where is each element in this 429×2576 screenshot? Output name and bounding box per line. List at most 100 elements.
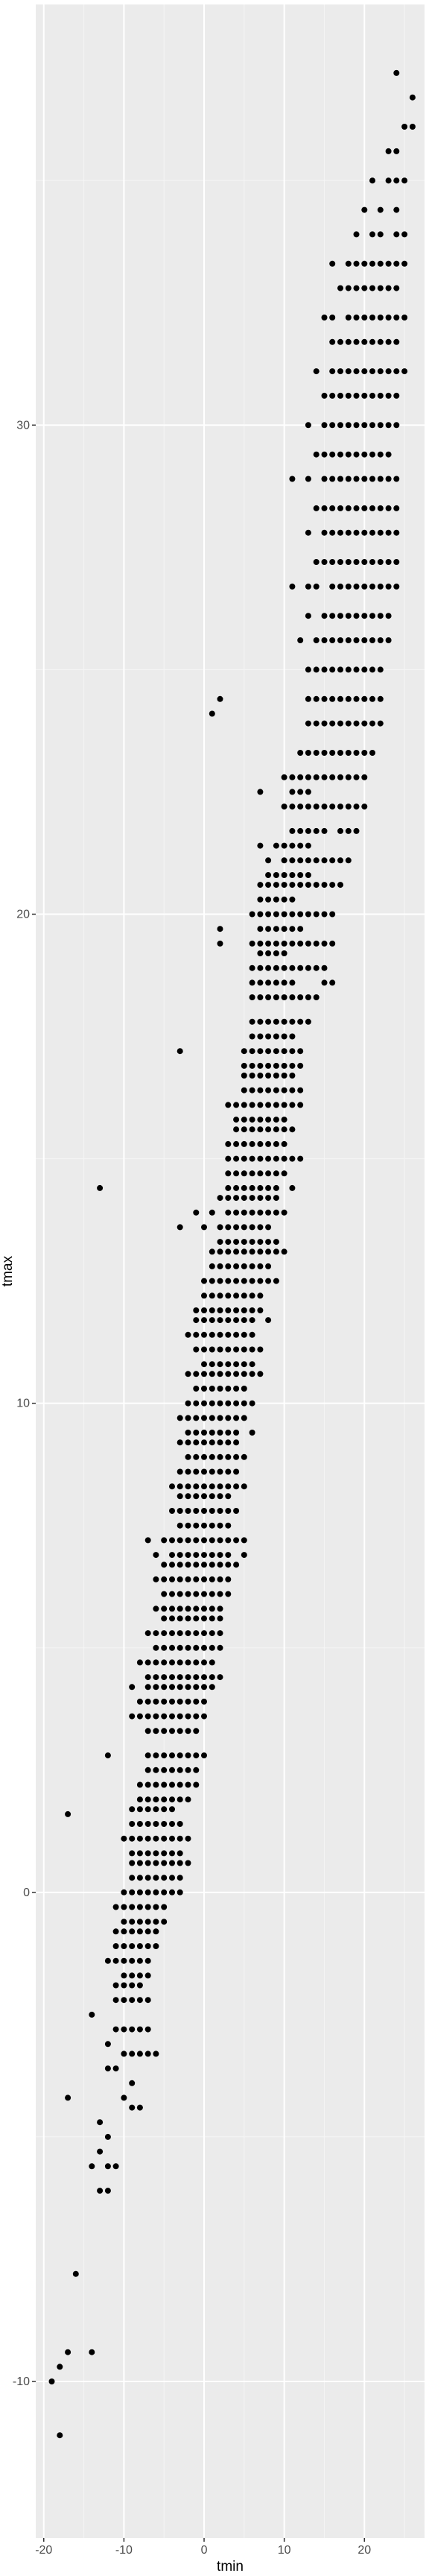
data-point [273, 896, 279, 903]
data-point [281, 774, 287, 780]
data-point [289, 1126, 296, 1133]
data-point [345, 774, 352, 780]
data-point [353, 774, 360, 780]
data-point [201, 1493, 207, 1500]
data-point [129, 1684, 136, 1690]
data-point [209, 1576, 215, 1582]
data-point [201, 1684, 207, 1690]
data-point [265, 1087, 272, 1093]
data-point [321, 979, 328, 986]
data-point [297, 842, 304, 849]
data-point [185, 1752, 191, 1759]
data-point [289, 857, 296, 864]
data-point [377, 422, 384, 429]
data-point [241, 1170, 247, 1177]
data-point [265, 1209, 272, 1216]
data-point [185, 1767, 191, 1773]
data-point [393, 392, 400, 399]
data-point [337, 750, 343, 756]
data-point [361, 637, 368, 643]
data-point [273, 965, 279, 971]
data-point [257, 1087, 264, 1093]
data-point [273, 872, 279, 878]
data-point [193, 1684, 200, 1690]
data-point [393, 231, 400, 238]
data-point [129, 2080, 136, 2086]
data-point [97, 1184, 104, 1191]
data-point [104, 2065, 111, 2072]
y-axis-title: tmax [0, 1255, 16, 1287]
data-point [297, 940, 304, 947]
data-point [369, 559, 375, 565]
data-point [305, 789, 311, 795]
data-point [329, 940, 336, 947]
data-point [393, 476, 400, 482]
data-point [249, 1117, 255, 1123]
data-point [233, 1483, 240, 1490]
data-point [385, 177, 392, 184]
data-point [217, 1453, 223, 1460]
data-point [129, 1860, 136, 1866]
data-point [313, 720, 320, 727]
data-point [369, 666, 375, 673]
data-point [377, 231, 384, 238]
data-point [104, 1957, 111, 1964]
data-point [193, 1346, 200, 1353]
data-point [161, 1606, 168, 1612]
data-point [144, 1781, 151, 1788]
data-point [169, 1781, 175, 1788]
data-point [201, 1591, 207, 1597]
data-point [337, 285, 343, 291]
data-point [249, 1062, 255, 1069]
data-point [201, 1439, 207, 1446]
data-point [345, 338, 352, 345]
data-point [265, 1195, 272, 1202]
data-point [241, 1195, 247, 1202]
data-point [233, 1317, 240, 1324]
data-point [273, 1126, 279, 1133]
data-point [169, 1713, 175, 1720]
data-point [289, 1018, 296, 1025]
data-point [136, 1928, 143, 1935]
data-point [65, 1811, 72, 1817]
data-point [289, 1087, 296, 1093]
data-point [329, 695, 336, 702]
data-point [104, 2163, 111, 2170]
data-point [345, 392, 352, 399]
data-point [217, 1483, 223, 1490]
data-point [177, 1674, 183, 1681]
data-point [144, 1684, 151, 1690]
data-point [144, 1957, 151, 1964]
data-point [193, 1415, 200, 1421]
data-point [257, 940, 264, 947]
data-point [121, 1943, 127, 1949]
data-point [153, 1860, 159, 1866]
data-point [273, 1209, 279, 1216]
data-point [265, 1170, 272, 1177]
x-tick-label: 20 [358, 2544, 371, 2557]
data-point [281, 872, 287, 878]
data-point [193, 1767, 200, 1773]
data-point [144, 1630, 151, 1637]
data-point [329, 774, 336, 780]
data-point [257, 965, 264, 971]
data-point [249, 1263, 255, 1269]
data-point [361, 505, 368, 511]
data-point [353, 695, 360, 702]
data-point [193, 1468, 200, 1475]
data-point [393, 422, 400, 429]
data-point [281, 926, 287, 932]
data-point [153, 1796, 159, 1803]
data-point [385, 285, 392, 291]
data-point [289, 1184, 296, 1191]
data-point [305, 529, 311, 536]
data-point [297, 1062, 304, 1069]
data-point [377, 720, 384, 727]
data-point [217, 1292, 223, 1299]
data-point [136, 1806, 143, 1813]
data-point [225, 1170, 232, 1177]
data-point [273, 940, 279, 947]
data-point [249, 1170, 255, 1177]
data-point [281, 950, 287, 956]
data-point [129, 1919, 136, 1925]
